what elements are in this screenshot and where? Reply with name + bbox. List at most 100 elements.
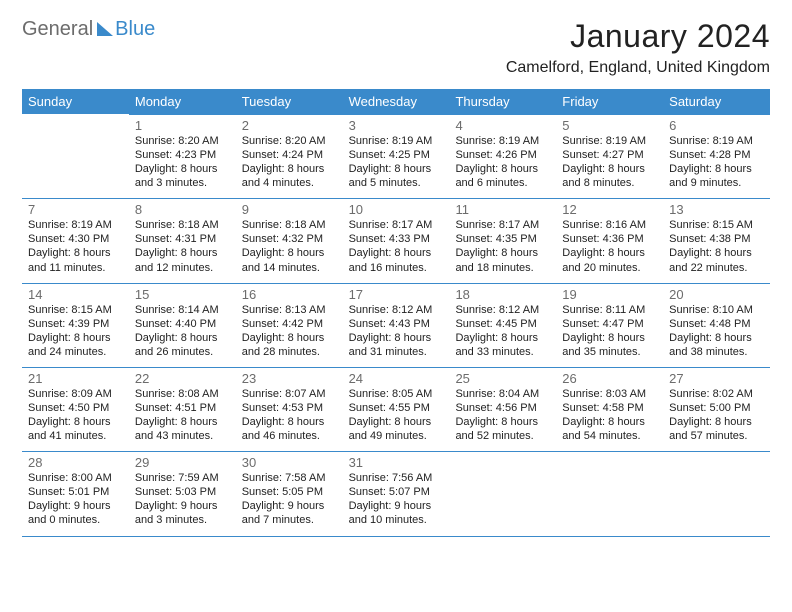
daylight-text-1: Daylight: 8 hours xyxy=(455,415,550,429)
week-row-4: 21 Sunrise: 8:09 AM Sunset: 4:50 PM Dayl… xyxy=(22,367,770,451)
daylight-text-2: and 24 minutes. xyxy=(28,345,123,359)
sunrise-text: Sunrise: 8:13 AM xyxy=(242,303,337,317)
day-number: 6 xyxy=(669,118,764,133)
daylight-text-1: Daylight: 8 hours xyxy=(349,246,444,260)
sunrise-text: Sunrise: 8:18 AM xyxy=(242,218,337,232)
daylight-text-1: Daylight: 8 hours xyxy=(562,415,657,429)
daylight-text-2: and 41 minutes. xyxy=(28,429,123,443)
day-cell: 28 Sunrise: 8:00 AM Sunset: 5:01 PM Dayl… xyxy=(22,451,129,536)
weekday-tuesday: Tuesday xyxy=(236,89,343,114)
sunset-text: Sunset: 4:40 PM xyxy=(135,317,230,331)
day-cell: 14 Sunrise: 8:15 AM Sunset: 4:39 PM Dayl… xyxy=(22,283,129,367)
sunset-text: Sunset: 4:27 PM xyxy=(562,148,657,162)
sunset-text: Sunset: 4:38 PM xyxy=(669,232,764,246)
sunrise-text: Sunrise: 8:16 AM xyxy=(562,218,657,232)
daylight-text-1: Daylight: 8 hours xyxy=(562,246,657,260)
sunrise-text: Sunrise: 8:19 AM xyxy=(28,218,123,232)
day-number: 4 xyxy=(455,118,550,133)
daylight-text-2: and 33 minutes. xyxy=(455,345,550,359)
day-cell: 16 Sunrise: 8:13 AM Sunset: 4:42 PM Dayl… xyxy=(236,283,343,367)
daylight-text-2: and 3 minutes. xyxy=(135,176,230,190)
sunrise-text: Sunrise: 8:00 AM xyxy=(28,471,123,485)
day-number: 22 xyxy=(135,371,230,386)
daylight-text-2: and 18 minutes. xyxy=(455,261,550,275)
daylight-text-2: and 38 minutes. xyxy=(669,345,764,359)
day-cell: 10 Sunrise: 8:17 AM Sunset: 4:33 PM Dayl… xyxy=(343,198,450,282)
sunset-text: Sunset: 4:31 PM xyxy=(135,232,230,246)
day-number: 3 xyxy=(349,118,444,133)
day-number: 11 xyxy=(455,202,550,217)
sunset-text: Sunset: 5:00 PM xyxy=(669,401,764,415)
daylight-text-2: and 16 minutes. xyxy=(349,261,444,275)
daylight-text-1: Daylight: 8 hours xyxy=(349,162,444,176)
day-cell: 15 Sunrise: 8:14 AM Sunset: 4:40 PM Dayl… xyxy=(129,283,236,367)
day-cell: 18 Sunrise: 8:12 AM Sunset: 4:45 PM Dayl… xyxy=(449,283,556,367)
daylight-text-2: and 4 minutes. xyxy=(242,176,337,190)
weekday-monday: Monday xyxy=(129,89,236,114)
sunset-text: Sunset: 4:47 PM xyxy=(562,317,657,331)
day-cell: 8 Sunrise: 8:18 AM Sunset: 4:31 PM Dayli… xyxy=(129,198,236,282)
daylight-text-1: Daylight: 9 hours xyxy=(135,499,230,513)
sunrise-text: Sunrise: 8:20 AM xyxy=(135,134,230,148)
sunset-text: Sunset: 4:55 PM xyxy=(349,401,444,415)
header: General Blue January 2024 Camelford, Eng… xyxy=(22,18,770,77)
day-cell: 26 Sunrise: 8:03 AM Sunset: 4:58 PM Dayl… xyxy=(556,367,663,451)
logo-text-blue: Blue xyxy=(115,18,155,41)
sunrise-text: Sunrise: 8:02 AM xyxy=(669,387,764,401)
sunrise-text: Sunrise: 8:10 AM xyxy=(669,303,764,317)
sunrise-text: Sunrise: 7:58 AM xyxy=(242,471,337,485)
daylight-text-1: Daylight: 8 hours xyxy=(28,246,123,260)
day-number: 2 xyxy=(242,118,337,133)
daylight-text-2: and 28 minutes. xyxy=(242,345,337,359)
week-row-2: 7 Sunrise: 8:19 AM Sunset: 4:30 PM Dayli… xyxy=(22,198,770,282)
daylight-text-2: and 54 minutes. xyxy=(562,429,657,443)
day-cell: 2 Sunrise: 8:20 AM Sunset: 4:24 PM Dayli… xyxy=(236,114,343,198)
day-number: 18 xyxy=(455,287,550,302)
day-number: 10 xyxy=(349,202,444,217)
calendar-grid: Sunday Monday Tuesday Wednesday Thursday… xyxy=(22,89,770,537)
sunrise-text: Sunrise: 8:15 AM xyxy=(669,218,764,232)
daylight-text-1: Daylight: 8 hours xyxy=(669,415,764,429)
day-number: 20 xyxy=(669,287,764,302)
daylight-text-2: and 8 minutes. xyxy=(562,176,657,190)
daylight-text-1: Daylight: 8 hours xyxy=(242,415,337,429)
day-number: 8 xyxy=(135,202,230,217)
day-number: 5 xyxy=(562,118,657,133)
day-number: 9 xyxy=(242,202,337,217)
day-cell: 9 Sunrise: 8:18 AM Sunset: 4:32 PM Dayli… xyxy=(236,198,343,282)
day-number: 24 xyxy=(349,371,444,386)
daylight-text-2: and 7 minutes. xyxy=(242,513,337,527)
day-cell: 5 Sunrise: 8:19 AM Sunset: 4:27 PM Dayli… xyxy=(556,114,663,198)
sunset-text: Sunset: 4:36 PM xyxy=(562,232,657,246)
sunset-text: Sunset: 4:39 PM xyxy=(28,317,123,331)
day-number: 19 xyxy=(562,287,657,302)
day-cell: 4 Sunrise: 8:19 AM Sunset: 4:26 PM Dayli… xyxy=(449,114,556,198)
day-cell: 3 Sunrise: 8:19 AM Sunset: 4:25 PM Dayli… xyxy=(343,114,450,198)
sunset-text: Sunset: 4:24 PM xyxy=(242,148,337,162)
logo: General Blue xyxy=(22,18,155,41)
daylight-text-2: and 12 minutes. xyxy=(135,261,230,275)
day-cell: 20 Sunrise: 8:10 AM Sunset: 4:48 PM Dayl… xyxy=(663,283,770,367)
week-row-3: 14 Sunrise: 8:15 AM Sunset: 4:39 PM Dayl… xyxy=(22,283,770,367)
daylight-text-1: Daylight: 8 hours xyxy=(135,331,230,345)
daylight-text-1: Daylight: 8 hours xyxy=(135,415,230,429)
sunset-text: Sunset: 4:50 PM xyxy=(28,401,123,415)
day-number: 26 xyxy=(562,371,657,386)
sunrise-text: Sunrise: 8:19 AM xyxy=(349,134,444,148)
sunrise-text: Sunrise: 8:12 AM xyxy=(349,303,444,317)
day-cell: 25 Sunrise: 8:04 AM Sunset: 4:56 PM Dayl… xyxy=(449,367,556,451)
weekday-saturday: Saturday xyxy=(663,89,770,114)
daylight-text-2: and 0 minutes. xyxy=(28,513,123,527)
title-area: January 2024 Camelford, England, United … xyxy=(506,18,770,77)
sunrise-text: Sunrise: 8:09 AM xyxy=(28,387,123,401)
sunset-text: Sunset: 4:23 PM xyxy=(135,148,230,162)
day-cell: 23 Sunrise: 8:07 AM Sunset: 4:53 PM Dayl… xyxy=(236,367,343,451)
day-cell: 24 Sunrise: 8:05 AM Sunset: 4:55 PM Dayl… xyxy=(343,367,450,451)
day-cell: 6 Sunrise: 8:19 AM Sunset: 4:28 PM Dayli… xyxy=(663,114,770,198)
location-label: Camelford, England, United Kingdom xyxy=(506,59,770,77)
day-number: 23 xyxy=(242,371,337,386)
daylight-text-2: and 43 minutes. xyxy=(135,429,230,443)
sunrise-text: Sunrise: 8:12 AM xyxy=(455,303,550,317)
day-number: 27 xyxy=(669,371,764,386)
daylight-text-1: Daylight: 9 hours xyxy=(349,499,444,513)
